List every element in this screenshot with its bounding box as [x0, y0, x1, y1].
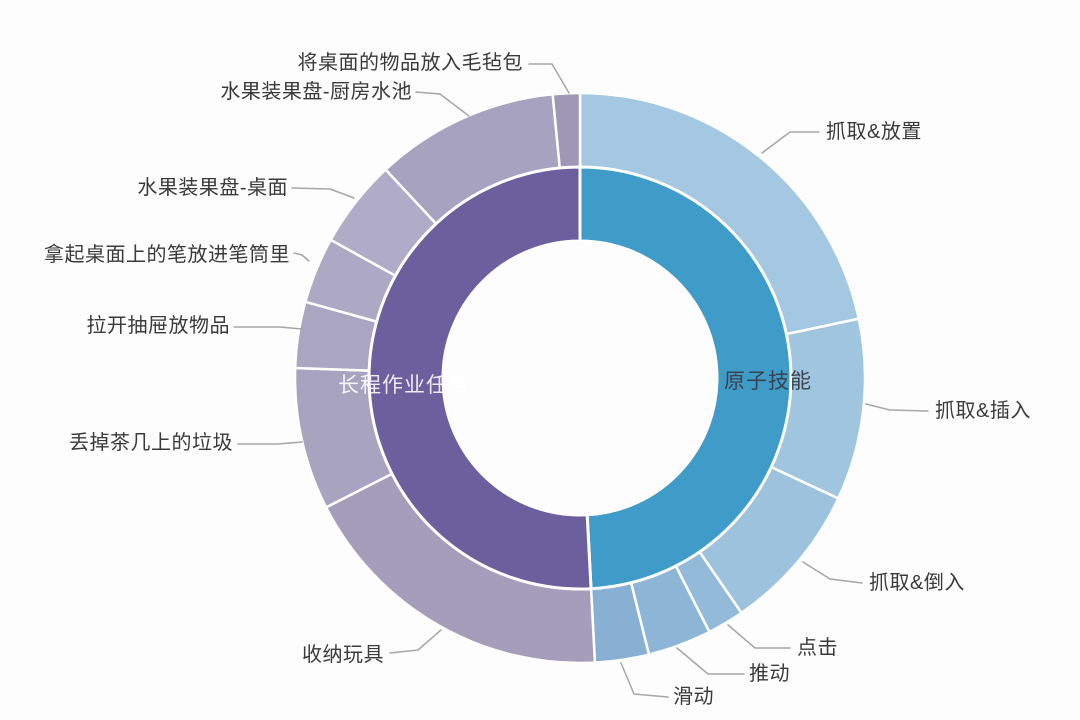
leader-line-store-toys	[389, 629, 442, 654]
callout-throw-trash: 丢掉茶几上的垃圾	[69, 432, 233, 454]
callout-store-toys: 收纳玩具	[302, 644, 384, 666]
inner-segment-long-horizon-tasks	[367, 165, 593, 591]
callout-fruit-plate-sink: 水果装果盘-厨房水池	[220, 81, 412, 103]
callout-pen-to-holder: 拿起桌面上的笔放进笔筒里	[44, 244, 290, 266]
callout-click: 点击	[797, 637, 838, 659]
leader-line-grasp-place	[761, 131, 820, 154]
leader-line-push	[676, 647, 745, 675]
callout-grasp-place: 抓取&放置	[826, 121, 922, 143]
leader-line-pen-to-holder	[293, 252, 310, 262]
leader-line-click	[727, 624, 791, 649]
callout-felt-bag: 将桌面的物品放入毛毡包	[297, 52, 523, 74]
callout-fruit-plate-desktop: 水果装果盘-桌面	[137, 177, 288, 199]
inner-segment-atomic-skills	[578, 165, 793, 591]
leader-line-fruit-plate-sink	[415, 91, 470, 117]
leader-line-grasp-insert	[865, 403, 929, 412]
leader-line-slide	[620, 662, 669, 698]
leader-line-fruit-plate-desktop	[291, 187, 355, 199]
inner-label-long-horizon-tasks: 长程作业任务	[338, 374, 470, 397]
leader-line-grasp-pour	[802, 561, 863, 584]
callout-grasp-insert: 抓取&插入	[935, 400, 1031, 422]
callout-push: 推动	[749, 663, 790, 685]
leader-line-open-drawer	[233, 326, 303, 330]
inner-label-atomic-skills: 原子技能	[724, 370, 812, 393]
leader-line-felt-bag	[528, 63, 570, 94]
callout-open-drawer: 拉开抽屉放物品	[86, 315, 230, 337]
leader-line-throw-trash	[237, 441, 303, 445]
callout-grasp-pour: 抓取&倒入	[869, 572, 965, 594]
callout-slide: 滑动	[673, 686, 714, 708]
